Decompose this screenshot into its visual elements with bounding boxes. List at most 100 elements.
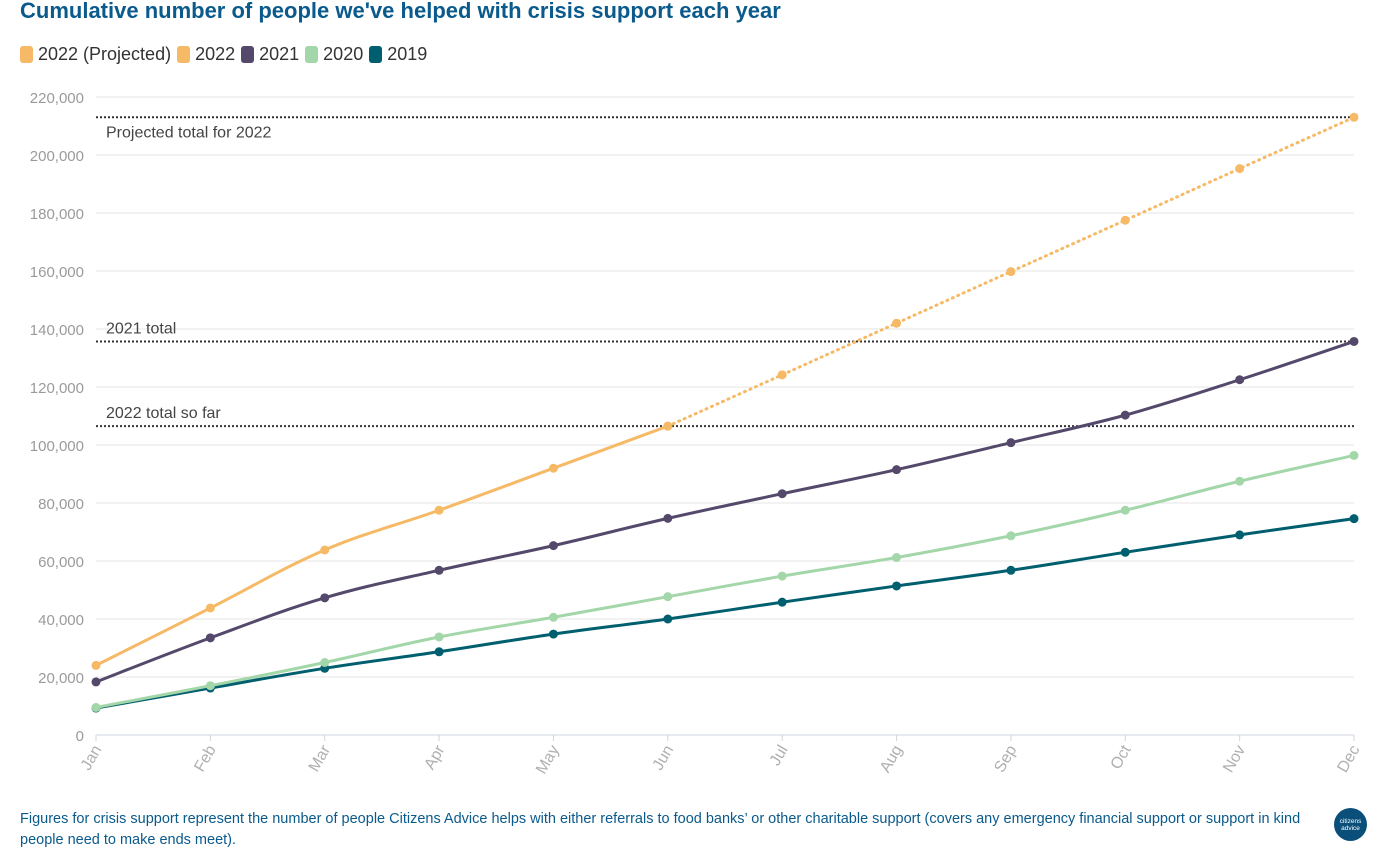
y-tick-label: 20,000 (38, 670, 84, 687)
data-point[interactable] (663, 592, 673, 602)
series-group (91, 112, 1359, 713)
data-point[interactable] (1120, 410, 1130, 420)
legend: 2022 (Projected) 2022 2021 2020 2019 (20, 44, 433, 65)
legend-swatch (20, 46, 33, 63)
data-point[interactable] (434, 565, 444, 575)
data-point[interactable] (434, 632, 444, 642)
data-point[interactable] (1235, 164, 1245, 174)
data-point[interactable] (205, 681, 215, 691)
data-point[interactable] (91, 660, 101, 670)
reference-lines: Projected total for 2022 2021 total 2022 t… (96, 116, 1354, 428)
logo-line-1: citizens (1339, 817, 1362, 825)
legend-swatch (305, 46, 319, 63)
reference-line-label: 2021 total (106, 320, 176, 337)
reference-line-label: 2022 total so far (106, 405, 221, 422)
series-2022-projected[interactable] (663, 112, 1359, 431)
data-point[interactable] (777, 370, 787, 380)
x-tick-label: Feb (191, 742, 220, 774)
data-point[interactable] (1006, 438, 1016, 448)
x-tick-label: May (533, 743, 563, 778)
data-point[interactable] (892, 553, 902, 563)
series-line (94, 339, 1356, 684)
x-tick-label: Oct (1108, 742, 1135, 773)
data-point[interactable] (1120, 505, 1130, 515)
data-point[interactable] (1235, 476, 1245, 486)
data-point[interactable] (892, 581, 902, 591)
series-line (94, 517, 1356, 710)
legend-label: 2020 (323, 44, 364, 64)
x-tick-label: Apr (421, 742, 449, 773)
data-point[interactable] (1006, 565, 1016, 575)
series-line (94, 453, 1356, 709)
data-point[interactable] (205, 633, 215, 643)
data-point[interactable] (320, 593, 330, 603)
data-point[interactable] (91, 677, 101, 687)
data-point[interactable] (663, 614, 673, 624)
data-point[interactable] (320, 658, 330, 667)
y-tick-label: 200,000 (30, 148, 84, 165)
data-point[interactable] (434, 647, 444, 657)
data-point[interactable] (205, 603, 215, 613)
legend-swatch (369, 46, 383, 63)
series-2020[interactable] (91, 450, 1359, 712)
legend-swatch (241, 46, 255, 63)
y-tick-label: 80,000 (38, 496, 84, 513)
legend-item-2021[interactable]: 2021 (241, 44, 299, 65)
x-tick-label: Jan (78, 743, 106, 774)
x-tick-label: Dec (1335, 743, 1364, 776)
gridlines (96, 96, 1354, 736)
y-axis: 0 20,000 40,000 60,000 80,000 100,000 120,000 1… (30, 90, 84, 745)
data-point[interactable] (663, 513, 673, 523)
legend-item-2022[interactable]: 2022 (177, 44, 235, 65)
data-point[interactable] (777, 597, 787, 607)
x-tick-label: Mar (306, 742, 335, 775)
legend-label: 2019 (387, 44, 428, 64)
data-point[interactable] (1349, 112, 1359, 122)
data-point[interactable] (663, 421, 673, 431)
x-tick-label: Sep (991, 742, 1020, 775)
y-tick-label: 100,000 (30, 438, 84, 455)
citizens-advice-logo[interactable]: citizens advice (1334, 808, 1367, 841)
data-point[interactable] (777, 571, 787, 581)
series-2022[interactable] (91, 421, 673, 670)
data-point[interactable] (1120, 547, 1130, 557)
chart-title: Cumulative number of people we've helped… (20, 0, 781, 23)
y-tick-label: 40,000 (38, 612, 84, 629)
data-point[interactable] (777, 489, 787, 499)
legend-item-2019[interactable]: 2019 (369, 44, 427, 65)
y-tick-label: 220,000 (30, 90, 84, 107)
legend-item-2020[interactable]: 2020 (305, 44, 363, 65)
data-point[interactable] (1349, 450, 1359, 460)
data-point[interactable] (548, 541, 558, 551)
y-tick-label: 120,000 (30, 380, 84, 397)
data-point[interactable] (91, 702, 101, 712)
data-point[interactable] (1120, 215, 1130, 225)
data-point[interactable] (892, 465, 902, 475)
data-point[interactable] (1006, 267, 1016, 277)
x-tick-label: Jul (767, 743, 792, 769)
legend-label: 2022 (Projected) (38, 44, 172, 64)
data-point[interactable] (548, 463, 558, 473)
data-point[interactable] (1235, 530, 1245, 540)
legend-swatch (177, 46, 191, 63)
series-2021[interactable] (91, 336, 1359, 687)
data-point[interactable] (548, 629, 558, 639)
y-tick-label: 0 (76, 728, 84, 745)
data-point[interactable] (320, 545, 330, 555)
x-axis: Jan Feb Mar Apr May Jun Jul Aug Sep Oct Nov Dec (78, 735, 1364, 778)
y-tick-label: 160,000 (30, 264, 84, 281)
x-tick-label: Nov (1220, 743, 1249, 776)
y-tick-label: 140,000 (30, 322, 84, 339)
series-line (94, 424, 670, 667)
data-point[interactable] (1235, 375, 1245, 385)
data-point[interactable] (548, 612, 558, 622)
data-point[interactable] (1006, 531, 1016, 541)
line-chart: 0 20,000 40,000 60,000 80,000 100,000 120,000 1… (30, 90, 1364, 778)
data-point[interactable] (434, 505, 444, 515)
data-point[interactable] (1349, 514, 1359, 524)
data-point[interactable] (892, 318, 902, 328)
legend-label: 2022 (195, 44, 236, 64)
reference-line-label: Projected total for 2022 (106, 124, 272, 141)
data-point[interactable] (1349, 336, 1359, 346)
legend-item-2022-projected[interactable]: 2022 (Projected) (20, 44, 171, 65)
